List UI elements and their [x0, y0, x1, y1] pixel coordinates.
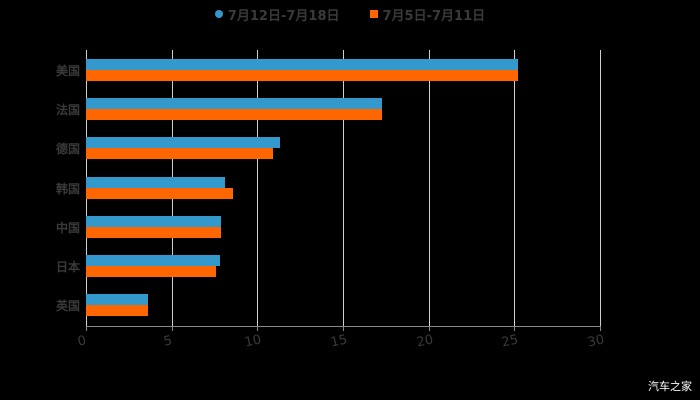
bar[interactable]	[86, 109, 383, 121]
bar[interactable]	[86, 266, 217, 277]
bar[interactable]	[86, 255, 220, 266]
bar[interactable]	[86, 226, 222, 238]
axis-tick	[86, 326, 87, 331]
bar[interactable]	[86, 70, 518, 81]
square-marker-icon	[369, 10, 378, 18]
legend-label: 7月5日-7月11日	[382, 8, 486, 24]
gridline	[428, 50, 430, 326]
x-tick-label: 5	[162, 333, 174, 350]
watermark: 汽车之家	[648, 380, 692, 393]
bar[interactable]	[86, 215, 222, 227]
bar[interactable]	[86, 59, 518, 70]
x-tick-label: 20	[415, 332, 435, 351]
bar[interactable]	[86, 176, 225, 188]
bar[interactable]	[86, 148, 273, 160]
bar[interactable]	[86, 98, 383, 110]
gridline	[514, 50, 516, 326]
bar[interactable]	[86, 187, 234, 199]
gridline	[343, 50, 344, 326]
category-label: 法国	[55, 103, 80, 118]
category-label: 中国	[55, 220, 80, 235]
x-tick-label: 10	[243, 332, 263, 351]
bar[interactable]	[86, 305, 148, 317]
legend-item-series1[interactable]: 7月12日-7月18日	[214, 5, 340, 24]
legend-item-series2[interactable]: 7月5日-7月11日	[369, 5, 486, 24]
chart-legend: 7月12日-7月18日 7月5日-7月11日	[0, 4, 700, 24]
gridline	[600, 50, 601, 326]
axis-tick	[343, 326, 344, 331]
category-label: 英国	[55, 299, 80, 314]
gridline	[257, 50, 259, 326]
bar[interactable]	[86, 294, 148, 306]
axis-tick	[428, 326, 430, 331]
axis-tick	[171, 326, 173, 331]
legend-label: 7月12日-7月18日	[227, 8, 340, 24]
category-label: 美国	[55, 64, 80, 78]
circle-marker-icon	[214, 10, 223, 18]
category-label: 韩国	[55, 181, 80, 196]
category-label: 德国	[55, 142, 80, 157]
bar[interactable]	[86, 137, 280, 149]
x-tick-label: 0	[76, 333, 88, 350]
axis-tick	[257, 326, 259, 331]
x-tick-label: 25	[500, 332, 520, 351]
category-label: 日本	[55, 260, 80, 274]
x-axis	[86, 326, 600, 327]
axis-tick	[600, 326, 601, 331]
x-tick-label: 15	[329, 332, 349, 351]
axis-tick	[514, 326, 516, 331]
x-tick-label: 30	[586, 332, 606, 351]
